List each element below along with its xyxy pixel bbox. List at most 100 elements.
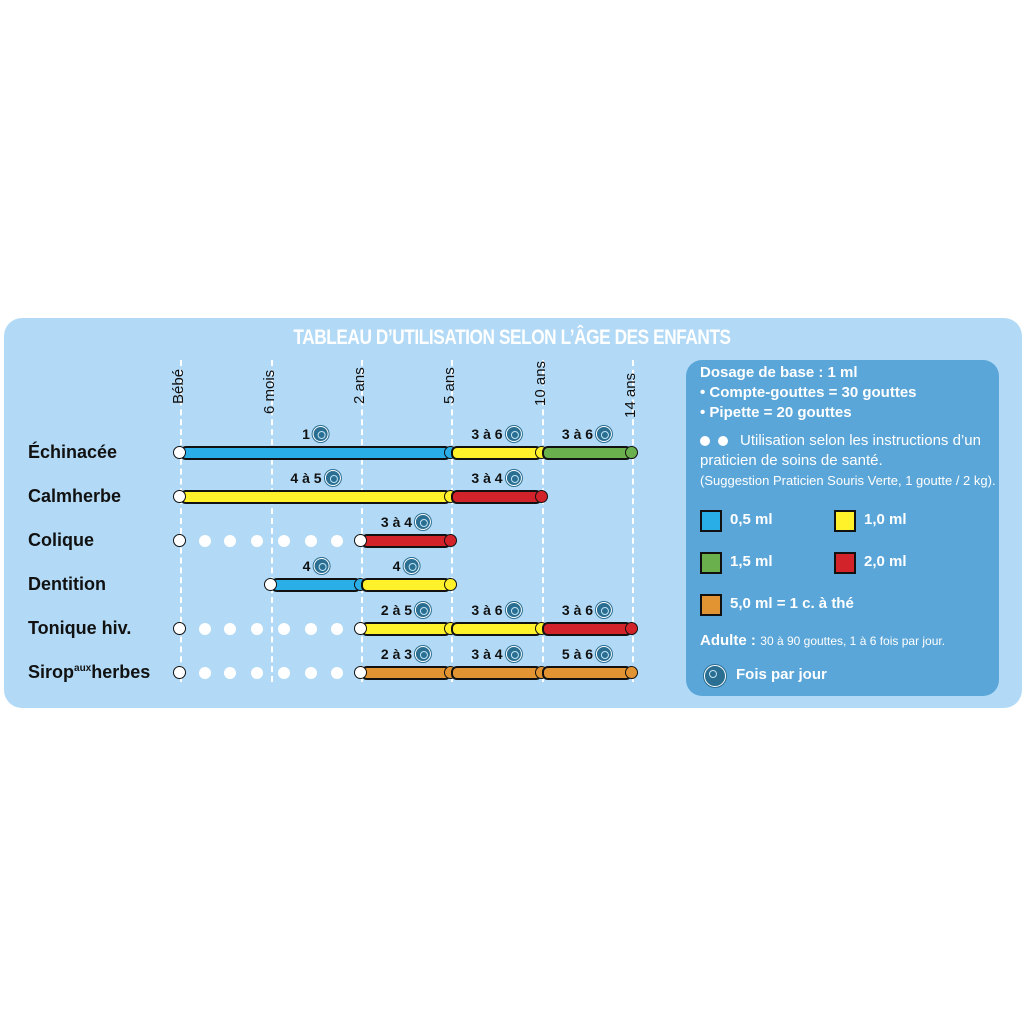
swatch-label: 5,0 ml = 1 c. à thé (730, 595, 854, 612)
dose-bar (451, 622, 542, 636)
swatch-icon (700, 510, 722, 532)
start-node (173, 666, 186, 679)
times-value: 4 (392, 558, 401, 574)
practitioner-dot (199, 667, 211, 679)
row-label: Tonique hiv. (28, 618, 131, 639)
times-per-day-icon (505, 602, 522, 618)
dose-bar (361, 622, 451, 636)
times-per-day: 4 à 5 (290, 470, 341, 486)
end-node (625, 446, 638, 459)
times-per-day: 1 (302, 426, 329, 442)
times-per-day-icon (415, 646, 432, 662)
times-per-day: 3 à 4 (380, 514, 432, 530)
times-value: 3 à 6 (471, 426, 503, 442)
dose-bar (542, 622, 632, 636)
start-node (354, 534, 367, 547)
swatch-label: 1,5 ml (730, 553, 773, 570)
column-gridline (180, 360, 182, 682)
row-name: Colique (28, 530, 94, 550)
times-per-day: 3 à 4 (471, 470, 522, 486)
times-per-day: 2 à 5 (380, 602, 432, 618)
dose-bar (451, 666, 542, 680)
dose-bar (542, 666, 632, 680)
times-per-day-icon (704, 665, 726, 687)
times-per-day: 3 à 6 (471, 602, 522, 618)
times-per-day-icon (596, 602, 613, 618)
column-gridline (542, 360, 544, 682)
times-value: 3 à 4 (471, 646, 503, 662)
practitioner-dot (331, 623, 343, 635)
end-node (625, 666, 638, 679)
end-node (444, 534, 457, 547)
times-per-day-icon (313, 558, 330, 574)
column-label: 10 ans (532, 360, 549, 406)
start-node (264, 578, 277, 591)
practitioner-dot (278, 667, 290, 679)
row-label: Dentition (28, 574, 106, 595)
dose-bar (180, 446, 451, 460)
times-value: 5 à 6 (561, 646, 594, 662)
practitioner-dot (224, 623, 236, 635)
row-name: Dentition (28, 574, 106, 594)
times-value: 2 à 5 (380, 602, 413, 618)
times-value: 2 à 3 (380, 646, 413, 662)
times-value: 3 à 6 (561, 426, 594, 442)
times-per-day-icon (415, 514, 432, 530)
dose-bar (542, 446, 632, 460)
times-per-day-label: Fois par jour (736, 666, 827, 683)
times-per-day-icon (596, 426, 613, 442)
end-node (444, 578, 457, 591)
practitioner-dot (251, 667, 263, 679)
column-gridline (632, 360, 634, 682)
start-node (173, 534, 186, 547)
column-gridline (361, 360, 363, 682)
dose-bar (271, 578, 361, 592)
row-label: Calmherbe (28, 486, 121, 507)
adult-text: 30 à 90 gouttes, 1 à 6 fois par jour. (760, 634, 946, 648)
practitioner-note: Utilisation selon les instructions d’un (740, 432, 981, 449)
times-per-day: 4 (303, 558, 330, 574)
times-per-day: 5 à 6 (561, 646, 613, 662)
column-label: Bébé (170, 368, 187, 404)
times-per-day-icon (505, 646, 522, 662)
legend-panel: Dosage de base : 1 ml • Compte-gouttes =… (686, 360, 999, 696)
row-name: Calmherbe (28, 486, 122, 506)
row-name-sup: aux (74, 663, 92, 674)
dose-bar (451, 446, 542, 460)
swatch-icon (834, 510, 856, 532)
start-node (354, 666, 367, 679)
base-dosage: Dosage de base : 1 ml (700, 364, 858, 381)
row-name: Tonique hiv. (28, 618, 132, 638)
practitioner-dot-icon (718, 436, 728, 446)
start-node (354, 622, 367, 635)
adult-label: Adulte : (700, 632, 756, 649)
suggestion-note: (Suggestion Praticien Souris Verte, 1 go… (700, 473, 996, 488)
times-value: 3 à 6 (561, 602, 594, 618)
row-name-after: herbes (91, 662, 151, 682)
practitioner-dot (331, 535, 343, 547)
practitioner-dot (224, 667, 236, 679)
times-value: 1 (302, 426, 310, 442)
end-node (535, 490, 548, 503)
swatch-label: 2,0 ml (864, 553, 907, 570)
times-value: 4 à 5 (290, 470, 322, 486)
dose-bar (361, 534, 451, 548)
times-per-day-icon (596, 646, 613, 662)
dose-bar (361, 666, 451, 680)
times-value: 3 à 4 (380, 514, 413, 530)
swatch-label: 1,0 ml (864, 511, 907, 528)
practitioner-dot (305, 623, 317, 635)
swatch-icon (834, 552, 856, 574)
times-per-day-icon (324, 470, 341, 486)
practitioner-dot (199, 623, 211, 635)
times-per-day-icon (415, 602, 432, 618)
row-label: Siropauxherbes (28, 662, 150, 683)
column-gridline (271, 360, 273, 682)
column-label: 14 ans (622, 372, 639, 418)
times-value: 4 (302, 558, 311, 574)
chart-title: TABLEAU D’UTILISATION SELON L’ÂGE DES EN… (293, 326, 731, 349)
practitioner-dot (305, 667, 317, 679)
start-node (173, 490, 186, 503)
swatch-label: 0,5 ml (730, 511, 773, 528)
swatch-icon (700, 552, 722, 574)
